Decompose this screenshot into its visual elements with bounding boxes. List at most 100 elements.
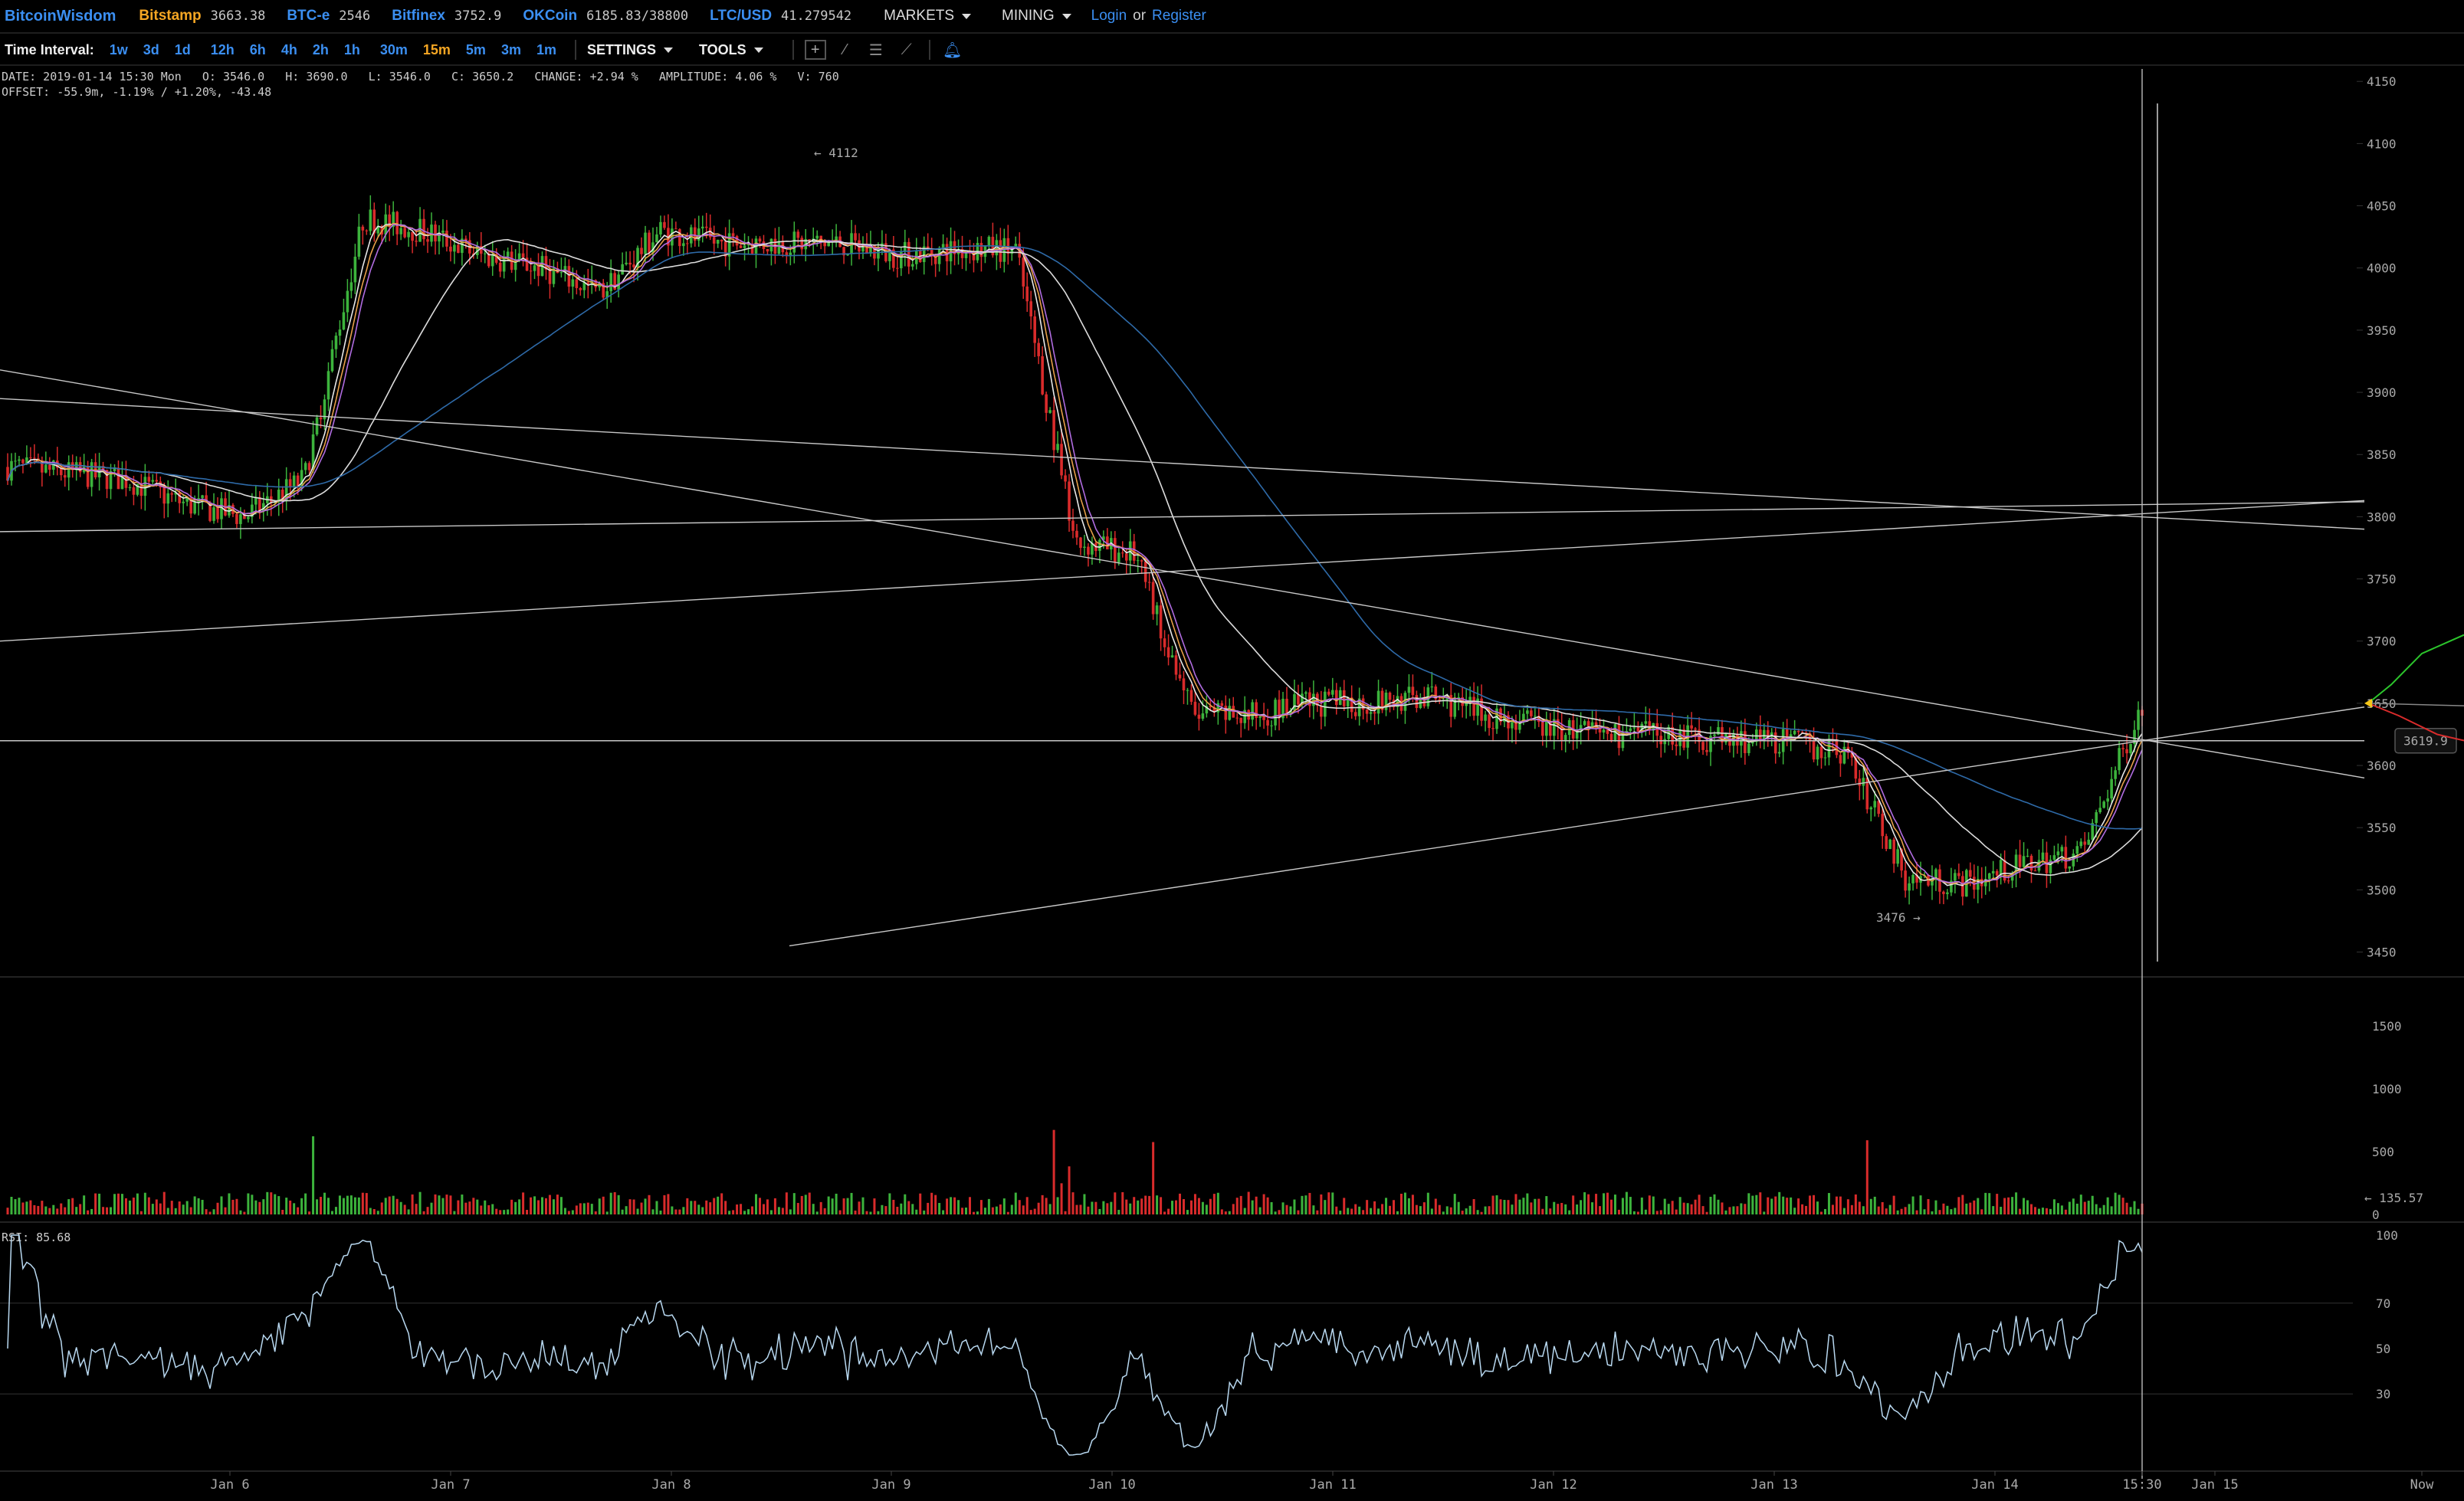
interval-1w[interactable]: 1w [109,41,128,57]
candle-body [2114,770,2117,779]
candle-body [441,230,445,233]
interval-1d[interactable]: 1d [174,41,191,57]
trendline [0,369,2365,778]
candle-body [1888,839,1891,849]
volume-bar [407,1209,410,1214]
volume-bar [552,1199,555,1214]
volume-bar [1091,1201,1094,1214]
crosshair-tool-icon[interactable]: + [804,40,826,60]
price-axis-label: 4100 [2367,136,2397,151]
volume-bar [659,1210,662,1214]
interval-2h[interactable]: 2h [312,41,329,57]
interval-1h[interactable]: 1h [343,41,360,57]
ticker-btc-e[interactable]: BTC-e 2546 [287,8,370,25]
volume-bar [380,1202,383,1214]
volume-bar [979,1200,983,1214]
ticker-bitstamp[interactable]: Bitstamp 3663.38 [139,8,265,25]
volume-bar [1850,1204,1853,1214]
candle-body [1705,749,1708,752]
interval-6h[interactable]: 6h [249,41,266,57]
candle-body [1224,706,1228,720]
fib-tool-icon[interactable]: ⟋ [901,41,912,58]
volume-bar [881,1204,884,1214]
volume-bar [2121,1198,2124,1214]
candle-body [1235,717,1239,719]
candle-body [1758,729,1762,741]
settings-dropdown[interactable]: SETTINGS [587,42,673,58]
volume-bar [1476,1210,1479,1214]
volume-bar [1671,1201,1674,1214]
volume-bar [162,1191,166,1214]
interval-3d[interactable]: 3d [143,41,159,57]
login-link[interactable]: Login [1091,8,1127,24]
volume-bar [178,1201,181,1214]
rsi-line [7,1234,2143,1456]
candle-body [1373,712,1376,714]
interval-5m[interactable]: 5m [465,41,486,57]
candle-body [892,249,895,268]
candle-body [120,475,124,490]
ticker-okcoin[interactable]: OKCoin 6185.83/38800 [523,8,688,25]
volume-bar [1182,1198,1185,1214]
volume-bar [1823,1208,1826,1214]
candle-body [25,457,28,464]
candle-body [303,463,307,470]
interval-1m[interactable]: 1m [536,41,556,57]
candle-body [1239,717,1243,723]
ticker-bitfinex[interactable]: Bitfinex 3752.9 [392,8,501,25]
volume-bar [1010,1204,1013,1214]
interval-12h[interactable]: 12h [210,41,235,57]
ticker-exchange: LTC/USD [710,8,773,24]
volume-bar [1320,1194,1323,1214]
candle-body [1274,700,1277,726]
volume-bar [736,1204,739,1214]
candle-body [1648,721,1652,731]
interval-15m[interactable]: 15m [422,41,451,57]
tools-dropdown[interactable]: TOOLS [699,42,763,58]
candle-body [1476,698,1479,716]
register-link[interactable]: Register [1152,8,1206,24]
volume-bar [239,1210,242,1214]
volume-bar [1568,1210,1571,1214]
candle-body [785,252,789,256]
volume-bar [815,1211,819,1214]
volume-bar [563,1208,566,1214]
volume-bar [1545,1196,1548,1214]
interval-30m[interactable]: 30m [379,41,408,57]
candle-body [1209,706,1212,708]
markets-menu[interactable]: MARKETS [884,8,972,25]
interval-3m[interactable]: 3m [500,41,521,57]
volume-bar [1403,1192,1406,1214]
volume-bar [361,1192,364,1214]
date-axis-label: Jan 11 [1309,1477,1356,1493]
volume-bar [1179,1193,1182,1214]
volume-bar [1048,1204,1052,1214]
volume-bar [1324,1200,1327,1214]
interval-4h[interactable]: 4h [281,41,297,57]
volume-bar [540,1197,543,1214]
volume-bar [1530,1202,1533,1214]
volume-bar [1266,1197,1269,1214]
volume-bar [1827,1193,1830,1214]
candle-body [960,249,964,258]
candle-body [330,349,334,372]
candle-body [1178,674,1182,679]
horizontal-lines-tool-icon[interactable]: ☰ [868,41,883,59]
candle-body [648,232,651,253]
ticker-ltc-usd[interactable]: LTC/USD 41.279542 [710,8,851,25]
volume-bar [961,1208,964,1214]
candle-body [101,466,105,470]
volume-bar [789,1209,792,1214]
alert-bell-icon[interactable]: 🔔︎ [942,41,963,59]
volume-bar [212,1209,215,1214]
candle-body [251,504,254,517]
brand-logo[interactable]: BitcoinWisdom [5,7,116,25]
trendline-tool-icon[interactable]: ⁄ [844,41,847,58]
candle-body [552,268,556,284]
candle-body [1312,693,1315,706]
volume-bar [216,1202,219,1214]
mining-menu[interactable]: MINING [1002,8,1071,25]
candle-body [1060,444,1063,476]
volume-bar [1002,1198,1006,1214]
